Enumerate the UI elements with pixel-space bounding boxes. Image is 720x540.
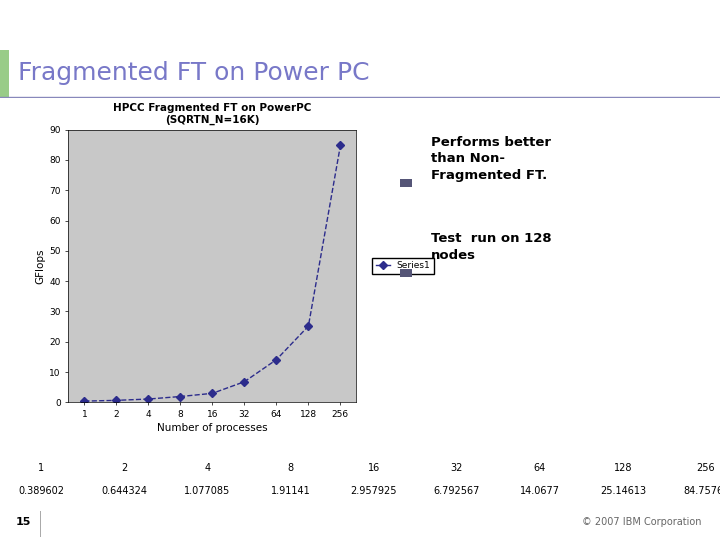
Text: 0.389602: 0.389602 xyxy=(18,485,64,496)
Series1 xyxy=(336,142,345,149)
Series1 xyxy=(112,397,121,403)
Series1 xyxy=(304,323,312,329)
Text: 4: 4 xyxy=(204,463,210,473)
Series1 xyxy=(176,393,185,400)
Series1 xyxy=(80,398,89,404)
Text: 16: 16 xyxy=(367,463,379,473)
Bar xyxy=(65,8,67,42)
Text: IBM Research: IBM Research xyxy=(5,397,15,471)
Text: 8: 8 xyxy=(287,463,294,473)
Series1 xyxy=(240,379,248,385)
Bar xyxy=(400,179,412,187)
Series1 xyxy=(208,390,217,396)
Y-axis label: GFlops: GFlops xyxy=(35,248,45,284)
Title: HPCC Fragmented FT on PowerPC
(SQRTN_N=16K): HPCC Fragmented FT on PowerPC (SQRTN_N=1… xyxy=(113,103,312,125)
Text: 2.957925: 2.957925 xyxy=(351,485,397,496)
Text: 32: 32 xyxy=(451,463,463,473)
Text: Performs better
than Non-
Fragmented FT.: Performs better than Non- Fragmented FT. xyxy=(431,136,551,182)
Text: 25.14613: 25.14613 xyxy=(600,485,646,496)
Series1 xyxy=(144,396,153,402)
Text: 14.0677: 14.0677 xyxy=(520,485,559,496)
Text: © 2007 IBM Corporation: © 2007 IBM Corporation xyxy=(582,517,702,527)
Bar xyxy=(400,269,412,278)
Bar xyxy=(0,50,9,98)
Text: 15: 15 xyxy=(16,517,31,527)
Text: 1.077085: 1.077085 xyxy=(184,485,230,496)
Text: 0.644324: 0.644324 xyxy=(102,485,148,496)
Text: 64: 64 xyxy=(534,463,546,473)
Text: 1.91141: 1.91141 xyxy=(271,485,310,496)
Text: 2: 2 xyxy=(121,463,127,473)
Text: HPC Challenge 2007: HPC Challenge 2007 xyxy=(72,18,200,31)
Line: Series1: Series1 xyxy=(81,143,343,404)
Legend: Series1: Series1 xyxy=(372,258,434,274)
Text: Test  run on 128
nodes: Test run on 128 nodes xyxy=(431,232,552,262)
Text: 84.75768: 84.75768 xyxy=(683,485,720,496)
Text: 128: 128 xyxy=(613,463,632,473)
Text: 6.792567: 6.792567 xyxy=(433,485,480,496)
Text: 1: 1 xyxy=(38,463,44,473)
Text: 256: 256 xyxy=(697,463,715,473)
Text: IBM: IBM xyxy=(670,16,702,34)
Bar xyxy=(40,511,41,537)
X-axis label: Number of processes: Number of processes xyxy=(157,423,268,433)
Text: Fragmented FT on Power PC: Fragmented FT on Power PC xyxy=(18,61,369,85)
Series1 xyxy=(272,356,281,363)
